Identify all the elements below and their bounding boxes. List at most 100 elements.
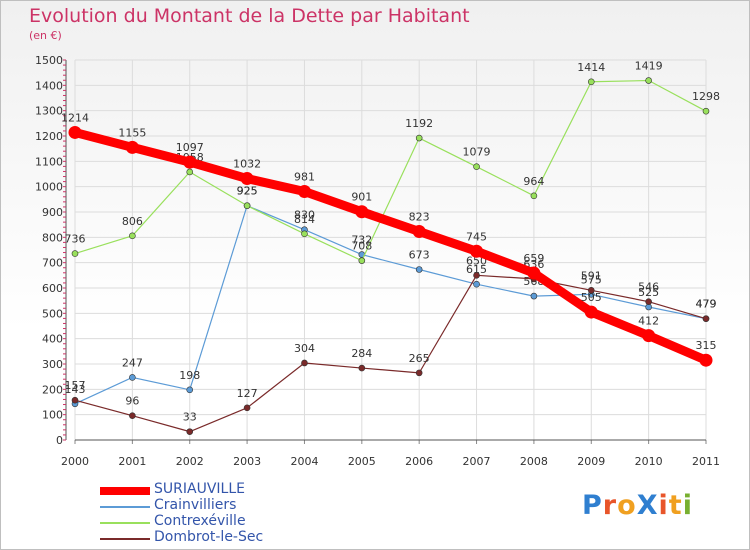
legend-swatch-contrexeville	[100, 522, 150, 524]
data-point-0	[699, 353, 713, 367]
y-tick-label: 200	[42, 383, 63, 396]
y-tick-label: 1500	[35, 54, 63, 67]
data-point-3	[129, 412, 136, 419]
y-tick-label: 800	[42, 231, 63, 244]
series-line-0	[70, 127, 711, 365]
y-tick-label: 700	[42, 257, 63, 270]
data-point-3	[243, 404, 251, 412]
chart-title: Evolution du Montant de la Dette par Hab…	[29, 5, 470, 27]
data-point-0	[183, 155, 197, 169]
data-point-3	[587, 286, 595, 294]
data-label-0: 1155	[118, 126, 146, 139]
data-point-0	[642, 329, 656, 343]
data-label-1: 525	[638, 286, 659, 299]
data-point-0	[68, 125, 82, 139]
data-point-3	[301, 359, 308, 367]
data-label-1: 479	[696, 298, 717, 311]
data-label-3: 479	[696, 298, 717, 311]
x-tick-label: 2007	[463, 455, 491, 468]
data-label-0: 1097	[176, 141, 204, 154]
data-point-0	[355, 205, 369, 219]
data-label-1: 732	[351, 234, 372, 247]
y-tick-label: 100	[42, 409, 63, 422]
data-point-0	[470, 244, 484, 258]
data-label-1: 247	[122, 356, 143, 369]
data-point-2	[243, 202, 251, 209]
y-tick-label: 1200	[35, 130, 63, 143]
x-tick-label: 2002	[176, 455, 204, 468]
data-label-2: 736	[65, 233, 86, 246]
data-point-2	[186, 168, 194, 176]
data-label-0: 412	[638, 315, 659, 328]
data-point-0	[297, 184, 311, 198]
data-point-2	[301, 230, 308, 238]
y-tick-label: 1100	[35, 155, 63, 168]
data-point-3	[358, 364, 366, 372]
data-label-0: 901	[351, 191, 372, 204]
data-label-3: 265	[409, 352, 430, 365]
data-point-2	[530, 192, 538, 200]
data-point-2	[358, 257, 366, 264]
data-label-3: 157	[65, 379, 86, 392]
data-point-1	[473, 280, 480, 288]
data-label-1: 830	[294, 209, 315, 222]
proxiti-logo: ProXiti	[582, 490, 693, 521]
data-point-1	[129, 374, 136, 381]
legend-label-contrexeville: Contrexéville	[154, 513, 246, 529]
data-point-3	[186, 428, 194, 435]
data-label-2: 1414	[577, 61, 605, 74]
data-point-2	[473, 163, 480, 170]
data-label-3: 127	[237, 387, 258, 400]
y-tick-label: 1400	[35, 79, 63, 92]
x-tick-label: 2010	[635, 455, 663, 468]
data-label-1: 198	[179, 369, 200, 382]
legend-label-suriauville: SURIAUVILLE	[154, 481, 245, 497]
data-label-2: 806	[122, 215, 143, 228]
x-tick-label: 2004	[290, 455, 318, 468]
x-tick-label: 2009	[577, 455, 605, 468]
data-point-3	[645, 298, 652, 305]
data-label-1: 925	[237, 185, 258, 198]
data-label-1: 575	[581, 273, 602, 286]
data-point-2	[415, 134, 423, 142]
data-point-0	[240, 172, 254, 186]
series-line-3	[74, 274, 707, 433]
data-label-0: 823	[409, 211, 430, 224]
x-tick-label: 2001	[118, 455, 146, 468]
y-tick-label: 600	[42, 282, 63, 295]
data-label-2: 814	[294, 213, 315, 226]
x-tick-label: 2006	[405, 455, 433, 468]
data-point-2	[129, 232, 136, 240]
data-label-1: 143	[65, 383, 86, 396]
data-label-2: 708	[351, 240, 372, 253]
data-label-2: 1419	[635, 60, 663, 73]
data-label-0: 1214	[61, 111, 89, 124]
data-label-1: 615	[466, 263, 487, 276]
series-line-2	[74, 79, 707, 262]
data-point-2	[71, 250, 79, 257]
data-point-3	[702, 315, 710, 322]
data-point-1	[186, 386, 194, 394]
data-label-0: 745	[466, 230, 487, 243]
data-point-1	[530, 292, 538, 300]
x-tick-label: 2005	[348, 455, 376, 468]
data-point-2	[645, 77, 652, 84]
y-tick-label: 500	[42, 307, 63, 320]
data-label-0: 981	[294, 170, 315, 183]
data-label-3: 304	[294, 342, 315, 355]
data-point-0	[125, 140, 139, 154]
data-label-3: 546	[638, 281, 659, 294]
x-tick-label: 2003	[233, 455, 261, 468]
series-line-1	[74, 205, 707, 405]
legend-label-crainvilliers: Crainvilliers	[154, 497, 237, 513]
data-point-2	[587, 78, 595, 86]
data-label-0: 505	[581, 291, 602, 304]
data-label-3: 33	[183, 411, 197, 424]
legend-swatch-suriauville	[100, 487, 150, 495]
y-tick-label: 1300	[35, 105, 63, 118]
data-label-2: 1298	[692, 90, 720, 103]
y-tick-label: 0	[56, 434, 63, 447]
data-point-3	[415, 369, 423, 377]
